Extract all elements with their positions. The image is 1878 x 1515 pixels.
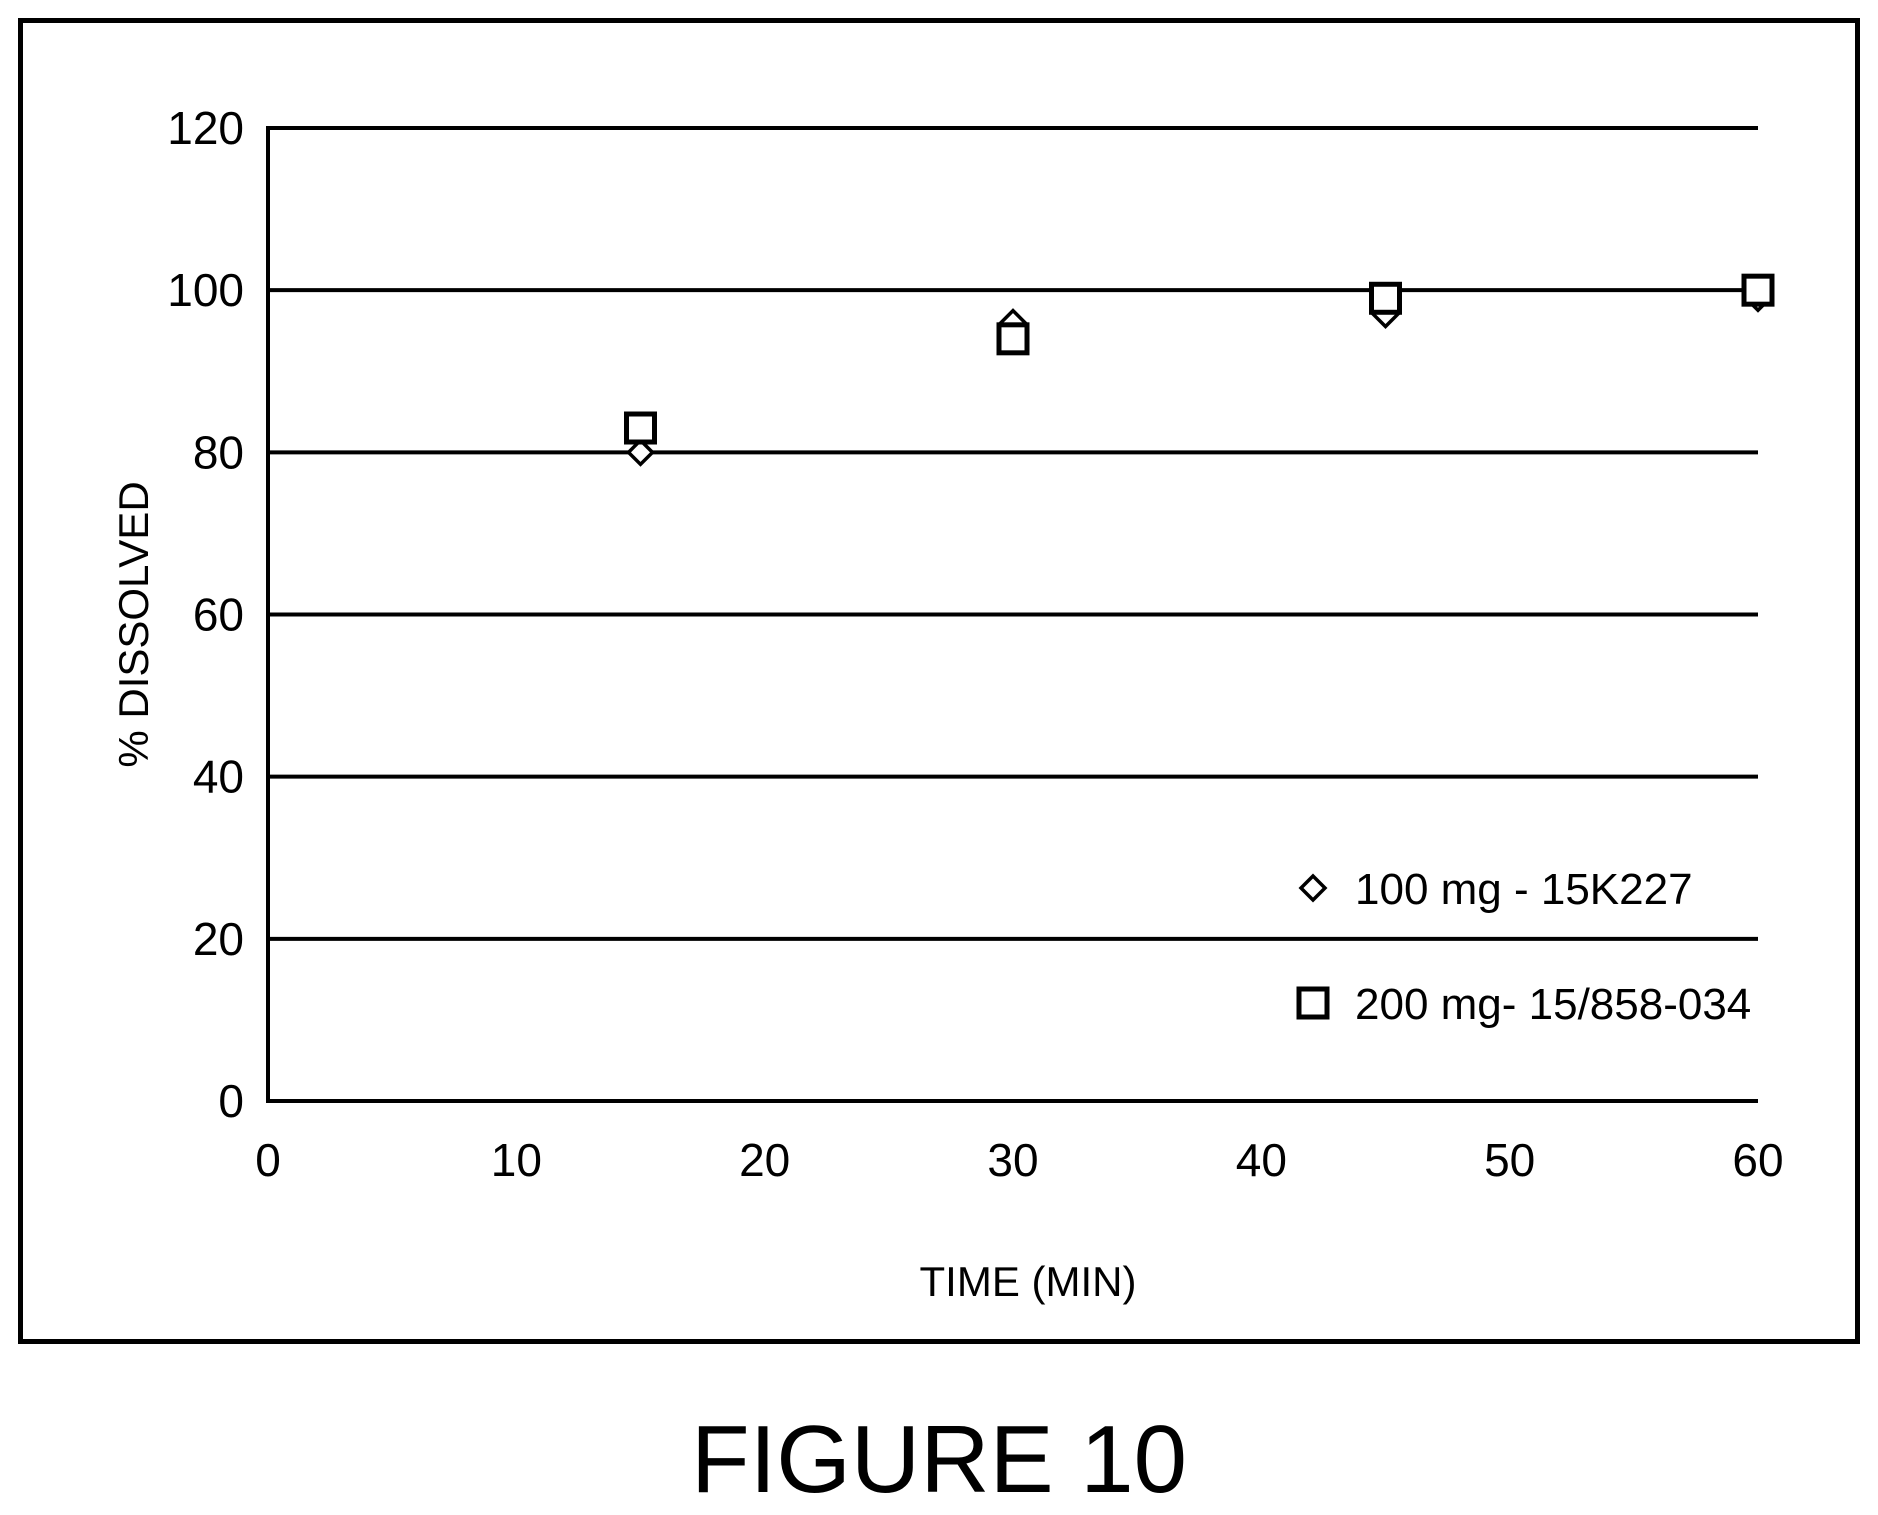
data-point-square — [1372, 284, 1400, 312]
chart-frame: 0 20 40 60 80 100 120 0 10 20 30 40 50 60 100 mg - 15… — [18, 18, 1860, 1344]
legend-label: 100 mg - 15K227 — [1355, 865, 1693, 914]
y-tick-label: 80 — [193, 426, 244, 478]
y-axis-title: % DISSOLVED — [110, 481, 157, 767]
y-tick-label: 100 — [167, 264, 244, 316]
data-markers — [627, 276, 1773, 464]
legend: 100 mg - 15K227 200 mg- 15/858-034 — [1299, 865, 1751, 1029]
gridlines — [268, 128, 1758, 1101]
y-tick-label: 0 — [218, 1075, 244, 1127]
x-tick-label: 30 — [987, 1134, 1038, 1186]
data-point-square — [1744, 276, 1772, 304]
x-tick-label: 20 — [739, 1134, 790, 1186]
legend-marker-square — [1299, 989, 1327, 1017]
x-axis-title: TIME (MIN) — [920, 1258, 1137, 1305]
chart-plot: 0 20 40 60 80 100 120 0 10 20 30 40 50 60 100 mg - 15… — [23, 23, 1855, 1339]
data-point-square — [999, 325, 1027, 353]
y-tick-label: 40 — [193, 751, 244, 803]
x-tick-label: 10 — [491, 1134, 542, 1186]
x-tick-label: 40 — [1236, 1134, 1287, 1186]
x-tick-label: 0 — [255, 1134, 281, 1186]
legend-marker-diamond — [1301, 876, 1325, 900]
y-tick-label: 120 — [167, 102, 244, 154]
y-tick-label: 20 — [193, 913, 244, 965]
y-tick-label: 60 — [193, 589, 244, 641]
x-tick-label: 50 — [1484, 1134, 1535, 1186]
figure-caption: FIGURE 10 — [0, 1405, 1878, 1515]
legend-label: 200 mg- 15/858-034 — [1355, 980, 1751, 1029]
data-point-square — [627, 414, 655, 442]
x-tick-label: 60 — [1732, 1134, 1783, 1186]
